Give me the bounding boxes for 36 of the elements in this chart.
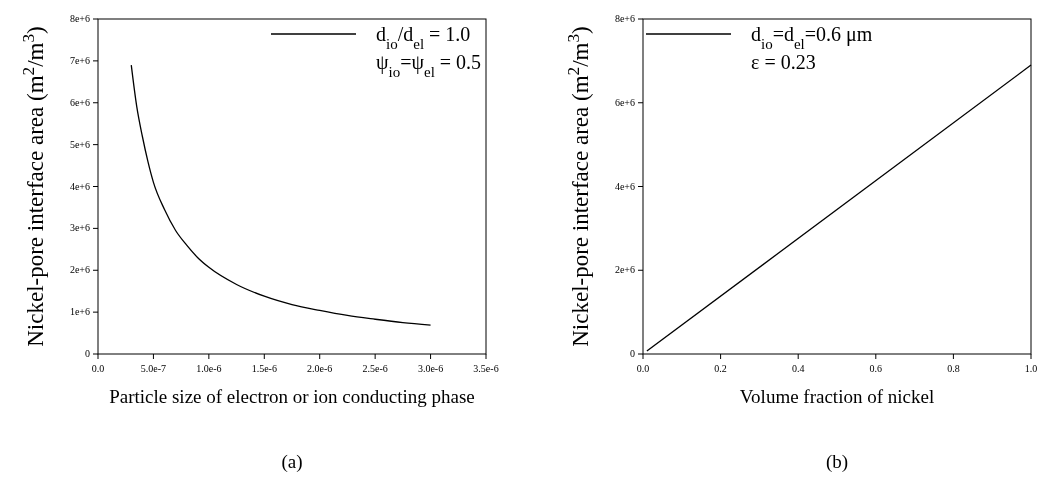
x-tick-label: 1.0 (1024, 363, 1038, 374)
y-tick-label: 4e+6 (614, 180, 635, 192)
y-tick-label: 0 (85, 348, 90, 359)
y-tick-label: 8e+6 (614, 13, 635, 24)
y-tick-label: 2e+6 (614, 264, 635, 276)
y-tick-label: 6e+6 (614, 96, 635, 108)
y-tick-label: 0 (630, 348, 635, 359)
x-tick-label: 3.0e-6 (417, 363, 444, 374)
x-axis-title: Particle size of electron or ion conducting phase (109, 386, 475, 407)
annotation: ψ$_{io}$=ψ$_{el}$ = 0.5 (376, 51, 482, 80)
y-tick-label: 7e+6 (69, 54, 90, 66)
legend-label: d$_{io}$/d$_{el}$ = 1.0 (376, 23, 471, 52)
y-tick-label: 2e+6 (69, 264, 90, 276)
x-tick-label: 5.0e-7 (140, 363, 167, 374)
x-tick-label: 1.5e-6 (251, 363, 277, 374)
x-tick-label: 1.0e-6 (196, 363, 222, 374)
y-tick-label: 3e+6 (69, 222, 90, 234)
x-tick-label: 0.0 (91, 363, 105, 374)
x-axis-title: Volume fraction of nickel (739, 386, 935, 407)
y-tick-label: 4e+6 (69, 180, 90, 192)
y-tick-label: 6e+6 (69, 96, 90, 108)
x-tick-label: 0.4 (791, 363, 805, 374)
annotation: ε = 0.23 (751, 51, 816, 73)
x-tick-label: 0.6 (869, 363, 883, 374)
text: (b) (825, 451, 849, 473)
x-tick-label: 2.5e-6 (362, 363, 388, 374)
x-tick-label: 0.0 (636, 363, 650, 374)
y-tick-label: 8e+6 (69, 13, 90, 24)
y-tick-label: 1e+6 (69, 306, 90, 318)
x-tick-label: 2.0e-6 (307, 363, 333, 374)
y-tick-label: 5e+6 (69, 138, 90, 150)
x-tick-label: 0.2 (714, 363, 727, 374)
x-tick-label: 3.5e-6 (473, 363, 499, 374)
text: (a) (281, 451, 303, 473)
legend-label: d$_{io}$=d$_{el}$=0.6 μm (751, 23, 873, 52)
x-tick-label: 0.8 (947, 363, 960, 374)
